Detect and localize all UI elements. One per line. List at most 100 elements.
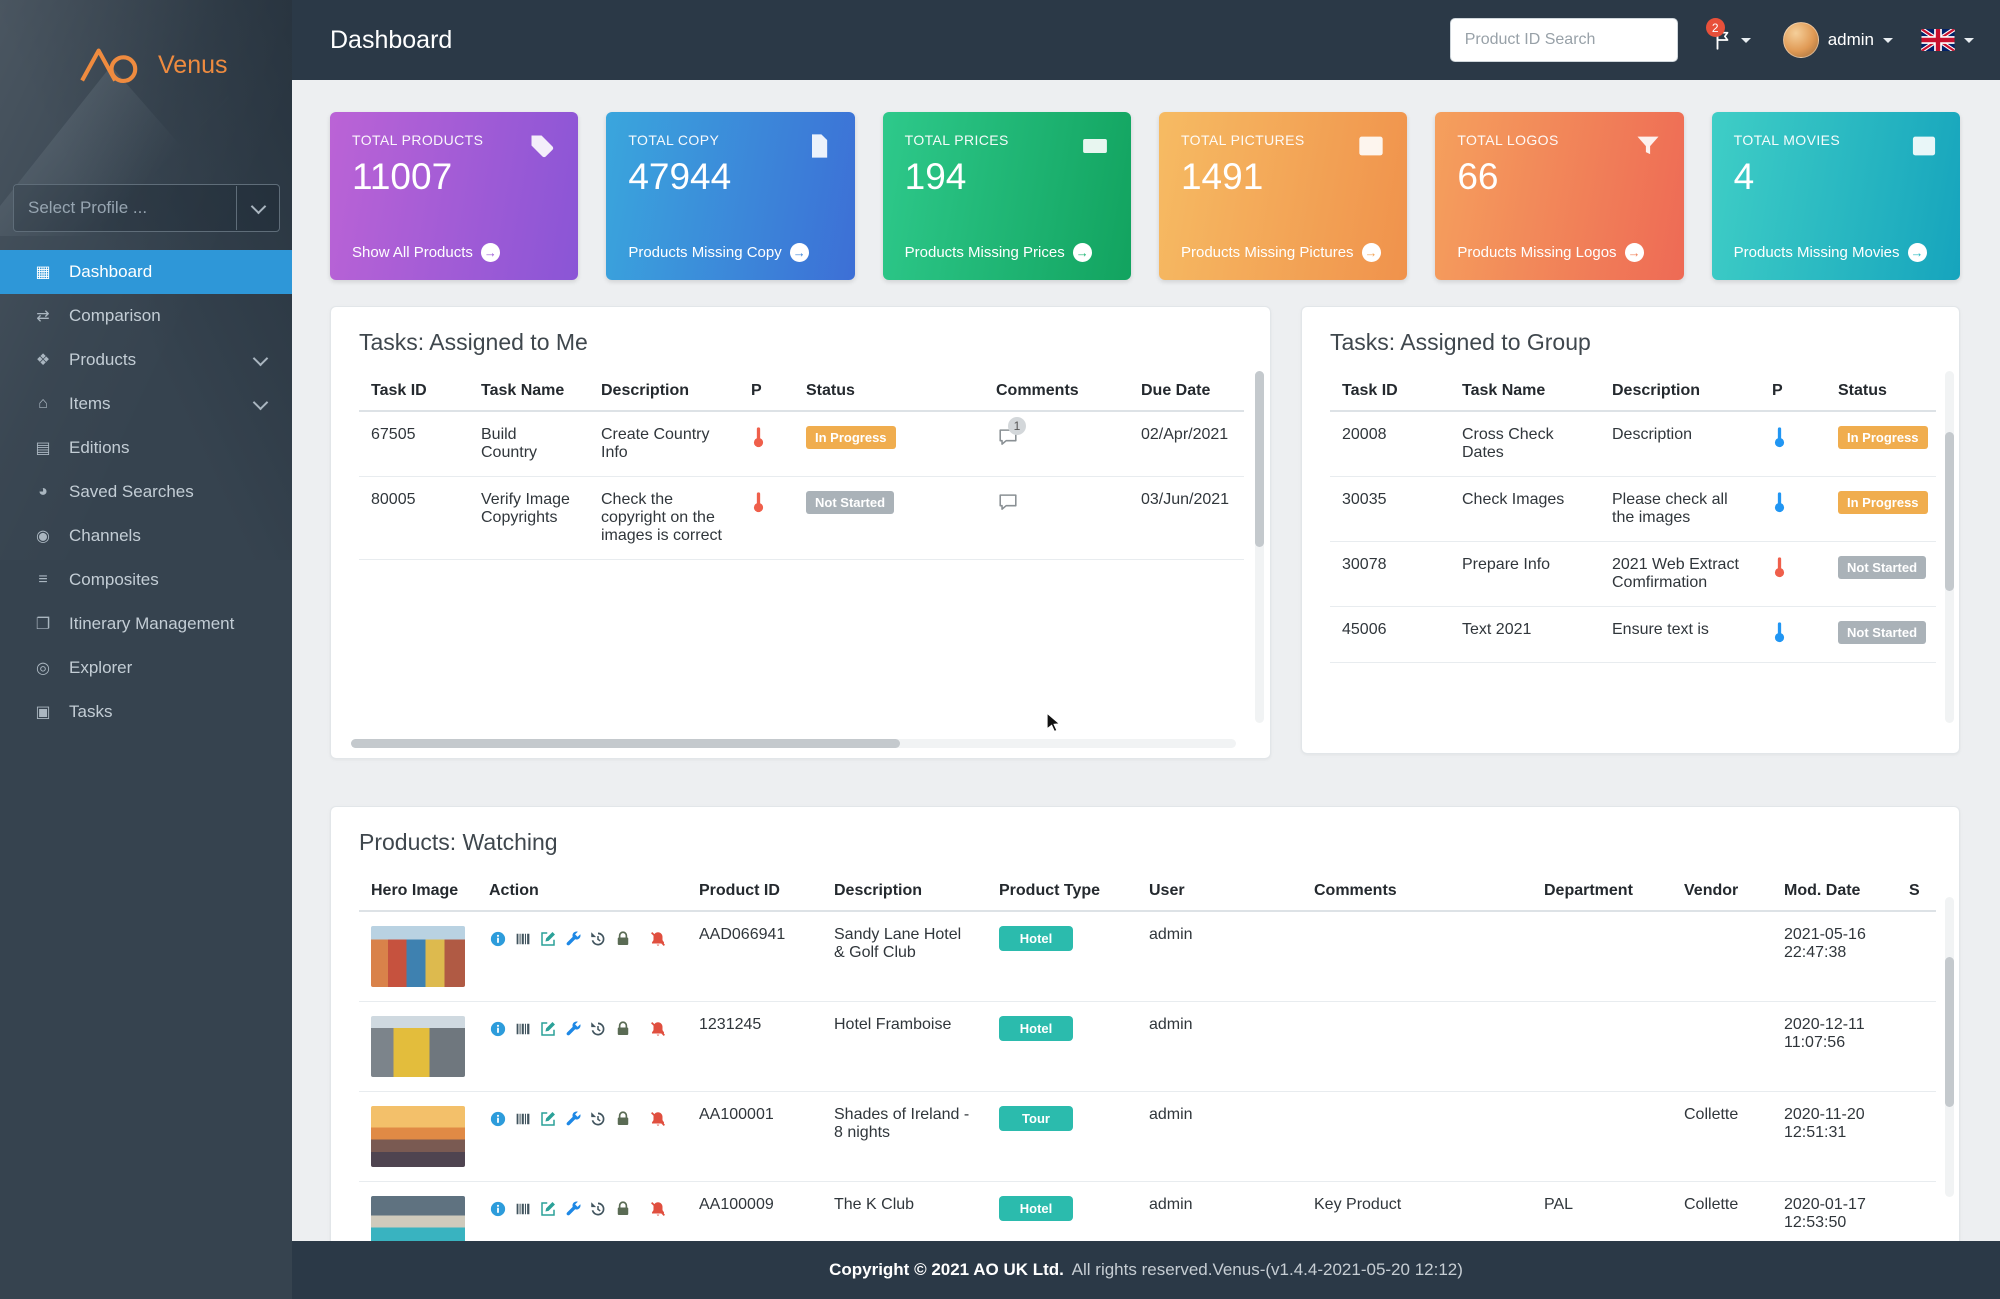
- brand[interactable]: Venus: [0, 0, 292, 110]
- info-icon[interactable]: [489, 1200, 507, 1218]
- stat-link[interactable]: Products Missing Movies →: [1734, 243, 1927, 262]
- table-row[interactable]: 30078 Prepare Info 2021 Web Extract Comf…: [1330, 541, 1936, 607]
- scrollbar-thumb[interactable]: [1255, 371, 1264, 547]
- info-icon[interactable]: [489, 930, 507, 948]
- edit-icon[interactable]: [539, 1200, 557, 1218]
- sidebar-item-composites[interactable]: ≡ Composites: [0, 558, 292, 602]
- scrollbar-thumb[interactable]: [1945, 432, 1954, 591]
- history-icon[interactable]: [589, 1020, 607, 1038]
- wrench-icon[interactable]: [564, 1200, 582, 1218]
- table-row[interactable]: 20008 Cross Check Dates Description In P…: [1330, 411, 1936, 477]
- comments-icon[interactable]: [996, 491, 1020, 513]
- bell-slash-icon[interactable]: [649, 1110, 667, 1128]
- edit-icon[interactable]: [539, 1020, 557, 1038]
- sidebar-item-items[interactable]: ⌂ Items: [0, 382, 292, 426]
- product-description: The K Club: [822, 1181, 987, 1241]
- comments-icon[interactable]: 1: [996, 417, 1026, 448]
- stat-link[interactable]: Products Missing Copy →: [628, 243, 809, 262]
- task-id: 20008: [1330, 411, 1450, 477]
- history-icon[interactable]: [589, 930, 607, 948]
- vertical-scrollbar[interactable]: [1945, 371, 1954, 723]
- product-comments: [1302, 1091, 1532, 1182]
- barcode-icon[interactable]: [514, 930, 532, 948]
- task-description: 2021 Web Extract Comfirmation: [1600, 541, 1760, 607]
- stat-label: TOTAL MOVIES: [1733, 132, 1841, 148]
- user-menu[interactable]: admin: [1782, 22, 1893, 58]
- sidebar-item-explorer[interactable]: ◎ Explorer: [0, 646, 292, 690]
- task-name: Text 2021: [1450, 606, 1600, 663]
- stat-link[interactable]: Show All Products →: [352, 243, 500, 262]
- funnel-icon: [1634, 132, 1662, 160]
- arrow-circle-right-icon: →: [1624, 243, 1644, 262]
- vertical-scrollbar[interactable]: [1945, 897, 1954, 1197]
- col-action: Action: [477, 872, 687, 912]
- sidebar-item-editions[interactable]: ▤ Editions: [0, 426, 292, 470]
- lock-icon[interactable]: [614, 930, 632, 948]
- table-row[interactable]: AAD066941 Sandy Lane Hotel & Golf Club H…: [359, 911, 1936, 1002]
- vertical-scrollbar[interactable]: [1255, 371, 1264, 723]
- status-badge: In Progress: [806, 426, 896, 449]
- edit-icon[interactable]: [539, 930, 557, 948]
- sidebar-item-products[interactable]: ❖ Products: [0, 338, 292, 382]
- cash-icon: [1081, 132, 1109, 160]
- task-id: 80005: [359, 476, 469, 560]
- bell-slash-icon[interactable]: [649, 1020, 667, 1038]
- barcode-icon[interactable]: [514, 1020, 532, 1038]
- wrench-icon[interactable]: [564, 930, 582, 948]
- lock-icon[interactable]: [614, 1110, 632, 1128]
- task-id: 30035: [1330, 476, 1450, 542]
- product-user: admin: [1137, 911, 1302, 1002]
- search-input[interactable]: [1449, 18, 1678, 62]
- stat-value: 4: [1733, 156, 1755, 197]
- product-status: [1897, 1181, 1936, 1241]
- table-row[interactable]: 45006 Text 2021 Ensure text is Not Start…: [1330, 606, 1936, 663]
- notifications-button[interactable]: 2: [1705, 18, 1751, 51]
- info-icon[interactable]: [489, 1020, 507, 1038]
- sidebar-item-channels[interactable]: ◉ Channels: [0, 514, 292, 558]
- wrench-icon[interactable]: [564, 1110, 582, 1128]
- scrollbar-thumb[interactable]: [1945, 957, 1954, 1107]
- arrow-circle-right-icon: →: [789, 243, 809, 262]
- sidebar-item-tasks[interactable]: ▣ Tasks: [0, 690, 292, 734]
- stat-link[interactable]: Products Missing Prices →: [905, 243, 1092, 262]
- table-row[interactable]: 67505 Build Country Create Country Info …: [359, 411, 1244, 477]
- wrench-icon[interactable]: [564, 1020, 582, 1038]
- col-task-name: Task Name: [1450, 372, 1600, 412]
- history-icon[interactable]: [589, 1200, 607, 1218]
- col-status: S: [1897, 872, 1936, 912]
- table-row[interactable]: 30035 Check Images Please check all the …: [1330, 476, 1936, 542]
- sidebar-item-saved-searches[interactable]: ◕ Saved Searches: [0, 470, 292, 514]
- lock-icon[interactable]: [614, 1200, 632, 1218]
- tasks-me-table: Task ID Task Name Description P Status C…: [359, 372, 1244, 560]
- profile-select[interactable]: Select Profile ...: [13, 184, 280, 232]
- info-icon[interactable]: [489, 1110, 507, 1128]
- sidebar-item-dashboard[interactable]: ▦ Dashboard: [0, 250, 292, 294]
- horizontal-scrollbar[interactable]: [351, 739, 1236, 748]
- task-name: Prepare Info: [1450, 541, 1600, 607]
- col-product-id: Product ID: [687, 872, 822, 912]
- stat-value: 66: [1457, 156, 1499, 197]
- edit-icon[interactable]: [539, 1110, 557, 1128]
- history-icon[interactable]: [589, 1110, 607, 1128]
- sidebar-item-itinerary-management[interactable]: ❐ Itinerary Management: [0, 602, 292, 646]
- scrollbar-thumb[interactable]: [351, 739, 900, 748]
- sidebar-item-comparison[interactable]: ⇄ Comparison: [0, 294, 292, 338]
- bell-slash-icon[interactable]: [649, 1200, 667, 1218]
- sidebar-item-label: Editions: [69, 438, 130, 457]
- table-row[interactable]: 1231245 Hotel Framboise Hotel admin 2020…: [359, 1001, 1936, 1092]
- main-area: Dashboard 2 admin: [292, 0, 2000, 1299]
- language-menu[interactable]: [1921, 29, 1974, 51]
- stat-link[interactable]: Products Missing Logos →: [1457, 243, 1644, 262]
- barcode-icon[interactable]: [514, 1200, 532, 1218]
- barcode-icon[interactable]: [514, 1110, 532, 1128]
- table-row[interactable]: AA100009 The K Club Hotel admin Key Prod…: [359, 1181, 1936, 1241]
- lock-icon[interactable]: [614, 1020, 632, 1038]
- table-row[interactable]: 80005 Verify Image Copyrights Check the …: [359, 476, 1244, 560]
- table-row[interactable]: AA100001 Shades of Ireland - 8 nights To…: [359, 1091, 1936, 1182]
- bell-slash-icon[interactable]: [649, 930, 667, 948]
- col-vendor: Vendor: [1672, 872, 1772, 912]
- col-description: Description: [1600, 372, 1760, 412]
- product-department: PAL: [1532, 1181, 1672, 1241]
- thermometer-icon: [1772, 556, 1787, 578]
- stat-link[interactable]: Products Missing Pictures →: [1181, 243, 1381, 262]
